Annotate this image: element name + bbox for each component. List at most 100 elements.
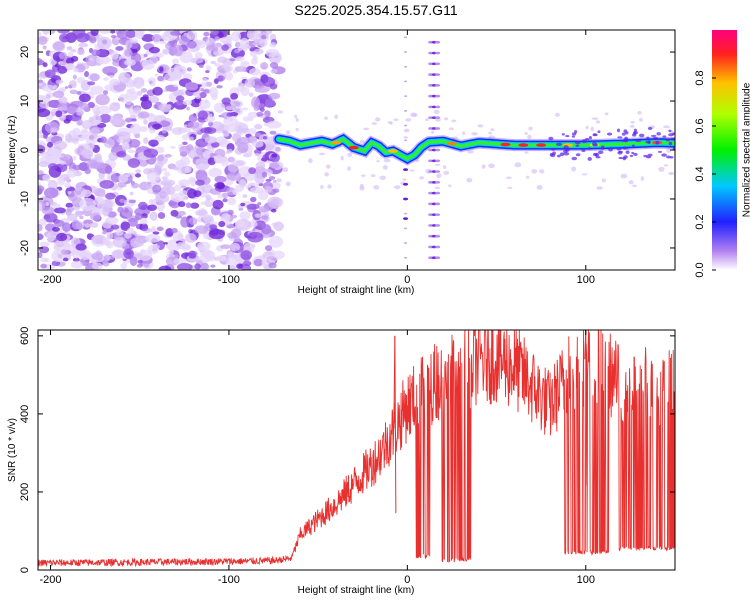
streak-dot [403, 227, 408, 230]
noise-blob [110, 30, 116, 34]
streak-dot [428, 105, 433, 109]
noise-blob [221, 63, 228, 68]
peak-hotspot [500, 142, 511, 147]
noise-blob [149, 211, 158, 221]
noise-blob [72, 164, 83, 171]
ridge-speckle [629, 154, 634, 158]
ridge-speckle [633, 131, 639, 135]
speckle [334, 114, 339, 119]
noise-blob [65, 202, 74, 208]
noise-blob [178, 201, 186, 208]
noise-blob [254, 213, 263, 218]
noise-blob [80, 129, 90, 139]
ridge-speckle [631, 144, 635, 148]
speckle [347, 166, 351, 172]
noise-blob [128, 149, 136, 153]
noise-blob [145, 234, 161, 243]
streak-dot [403, 168, 409, 171]
noise-blob [165, 42, 172, 50]
speckle [442, 165, 447, 170]
noise-blob [91, 252, 104, 260]
noise-blob [88, 134, 95, 140]
noise-blob [250, 187, 264, 194]
noise-blob [186, 106, 190, 111]
ridge-speckle [622, 146, 628, 150]
streak-dot [403, 256, 408, 259]
noise-blob [185, 202, 192, 209]
noise-blob [172, 58, 180, 65]
noise-blob [117, 181, 127, 188]
streak-dot [435, 191, 441, 195]
noise-blob [170, 146, 176, 149]
speckle [581, 173, 588, 176]
noise-blob [253, 258, 263, 267]
noise-blob [66, 57, 75, 65]
speckle [285, 181, 291, 187]
noise-blob [216, 85, 223, 89]
noise-blob [77, 49, 85, 56]
colorbar-ticks: 0.0 0.2 0.4 0.6 0.8 [694, 70, 716, 278]
noise-blob [135, 212, 143, 221]
noise-blob [141, 34, 155, 42]
noise-blob [42, 84, 56, 92]
noise-blob [230, 92, 239, 100]
noise-blob [262, 213, 270, 222]
noise-blob [111, 249, 125, 260]
x-tick-label: 0 [404, 574, 410, 586]
noise-blob [120, 262, 128, 270]
ridge-speckle [549, 153, 553, 157]
noise-blob [235, 219, 245, 228]
noise-blob [134, 253, 144, 259]
streak-dot [431, 62, 437, 66]
noise-blob [66, 168, 77, 178]
noise-blob [176, 242, 186, 250]
noise-blob [89, 222, 99, 228]
speckle [375, 117, 381, 122]
speckle [490, 128, 495, 132]
noise-blob [110, 224, 120, 230]
ridge-speckle [600, 145, 605, 150]
noise-blob [67, 190, 72, 195]
noise-blob [45, 92, 54, 98]
noise-blob [235, 65, 247, 73]
streak-dot [428, 116, 433, 119]
noise-blob [220, 255, 227, 262]
noise-blob [110, 34, 117, 39]
streak-dot [431, 224, 437, 227]
noise-blob [195, 39, 207, 49]
peak-hotspot [330, 140, 341, 145]
noise-blob [140, 217, 148, 225]
ridge-speckle [645, 140, 651, 144]
noise-blob [252, 140, 264, 148]
noise-blob [172, 44, 184, 57]
streak-dot [431, 40, 437, 44]
noise-blob [252, 41, 262, 46]
noise-blob [38, 94, 45, 101]
noise-blob [120, 221, 131, 231]
noise-blob [133, 107, 142, 114]
noise-blob [161, 129, 167, 134]
noise-blob [103, 77, 109, 81]
noise-blob [270, 68, 278, 74]
speckle [326, 164, 331, 169]
speckle [590, 126, 595, 132]
speckle [668, 171, 675, 176]
ridge-speckle [623, 138, 629, 143]
noise-blob [154, 73, 159, 77]
speckle [658, 166, 665, 172]
ridge-speckle [559, 152, 565, 157]
noise-blob [223, 117, 239, 127]
ridge-speckle [574, 140, 581, 145]
noise-blob [79, 249, 92, 261]
noise-blob [208, 167, 223, 178]
noise-blob [54, 207, 66, 214]
speckle [282, 167, 289, 173]
speckle [277, 110, 284, 114]
noise-blob [147, 113, 158, 123]
colorbar-tick-label: 0.0 [694, 262, 706, 277]
noise-blob [269, 42, 277, 48]
ridge-speckle [623, 155, 628, 159]
speckle [539, 169, 545, 174]
y-tick-label: 10 [19, 95, 31, 107]
noise-blob [64, 133, 73, 143]
